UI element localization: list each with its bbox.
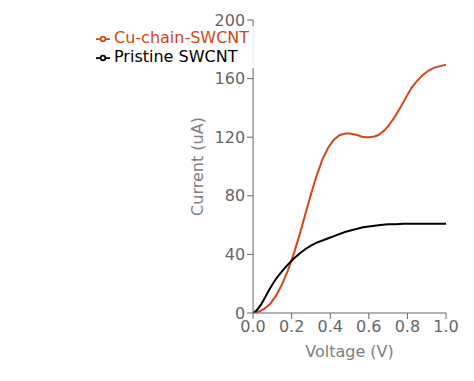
svg-text:0.6: 0.6 [356, 317, 381, 336]
svg-text:0.4: 0.4 [318, 317, 343, 336]
html-text:Pristine SWCNT: Pristine SWCNT [114, 47, 238, 66]
svg-text:40: 40 [225, 245, 245, 264]
svg-text:0.2: 0.2 [279, 317, 304, 336]
svg-text:0: 0 [235, 304, 245, 323]
svg-text:Current (uA): Current (uA) [188, 117, 207, 216]
svg-text:80: 80 [225, 186, 245, 205]
svg-text:1.0: 1.0 [433, 317, 458, 336]
html-text:Cu-chain-SWCNT: Cu-chain-SWCNT [114, 28, 250, 47]
svg-text:200: 200 [215, 11, 246, 30]
svg-text:120: 120 [215, 128, 246, 147]
svg-text:0.8: 0.8 [395, 317, 420, 336]
svg-text:0.0: 0.0 [240, 317, 266, 337]
svg-text:160: 160 [215, 69, 246, 88]
svg-text:Voltage (V): Voltage (V) [305, 342, 394, 361]
